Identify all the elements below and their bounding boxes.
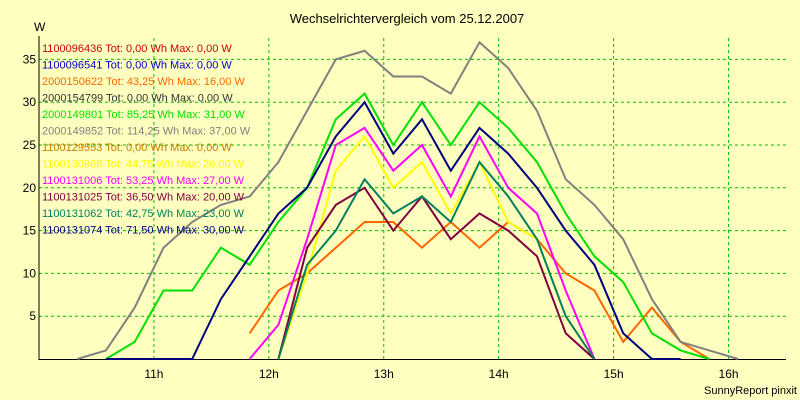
series-line — [106, 100, 681, 360]
legend: 1100096436 Tot: 0,00 Wh Max: 0,00 W 11000… — [42, 43, 251, 237]
legend-entry: 2000154799 Tot: 0,00 Wh Max: 0,00 W — [42, 93, 233, 105]
y-axis-unit-label: W — [34, 20, 46, 34]
x-tick-label: 13h — [374, 367, 394, 381]
y-tick-label: 10 — [23, 266, 37, 280]
legend-entry: 1100131062 Tot: 42,75 Wh Max: 23,00 W — [42, 208, 245, 220]
legend-entry: 2000150622 Tot: 43,25 Wh Max: 16,00 W — [42, 76, 245, 88]
series-lines — [77, 40, 739, 360]
legend-entry: 2000149852 Tot: 114,25 Wh Max: 37,00 W — [42, 126, 251, 138]
y-tick-label: 25 — [23, 138, 37, 152]
x-tick-label: 16h — [719, 367, 739, 381]
series-line — [277, 186, 596, 360]
series-line — [105, 92, 710, 360]
legend-entry: 1100130968 Tot: 44,75 Wh Max: 26,00 W — [42, 159, 245, 171]
x-tick-label: 11h — [144, 367, 163, 381]
legend-entry: 1100129553 Tot: 0,00 Wh Max: 0,00 W — [42, 142, 232, 154]
axes: 5 10 15 20 25 30 35 11h 12h 13h 14h 15h 16h — [23, 36, 786, 381]
y-tick-label: 20 — [23, 181, 37, 195]
x-tick-label: 14h — [489, 367, 509, 381]
grid — [39, 38, 786, 359]
series-line — [277, 160, 596, 360]
y-tick-label: 15 — [23, 224, 37, 238]
chart-title: Wechselrichtervergleich vom 25.12.2007 — [290, 11, 525, 26]
x-tick-label: 12h — [259, 367, 279, 381]
y-tick-label: 35 — [23, 52, 37, 66]
footer-credit: SunnyReport pinxit — [704, 385, 797, 397]
series-line — [248, 220, 710, 360]
y-tick-label: 5 — [29, 309, 36, 323]
legend-entry: 1100131025 Tot: 36,50 Wh Max: 20,00 W — [42, 192, 245, 204]
y-tick-label: 30 — [23, 95, 37, 109]
legend-entry: 1100096436 Tot: 0,00 Wh Max: 0,00 W — [42, 43, 232, 55]
x-tick-label: 15h — [604, 367, 624, 381]
legend-entry: 1100131006 Tot: 53,25 Wh Max: 27,00 W — [42, 175, 245, 187]
series-line — [77, 40, 739, 360]
legend-entry: 1100131074 Tot: 71,50 Wh Max: 30,00 W — [42, 225, 245, 237]
series-line — [248, 126, 596, 360]
legend-entry: 1100096541 Tot: 0,00 Wh Max: 0,00 W — [42, 60, 232, 72]
legend-entry: 2000149801 Tot: 85,25 Wh Max: 31,00 W — [42, 109, 245, 121]
